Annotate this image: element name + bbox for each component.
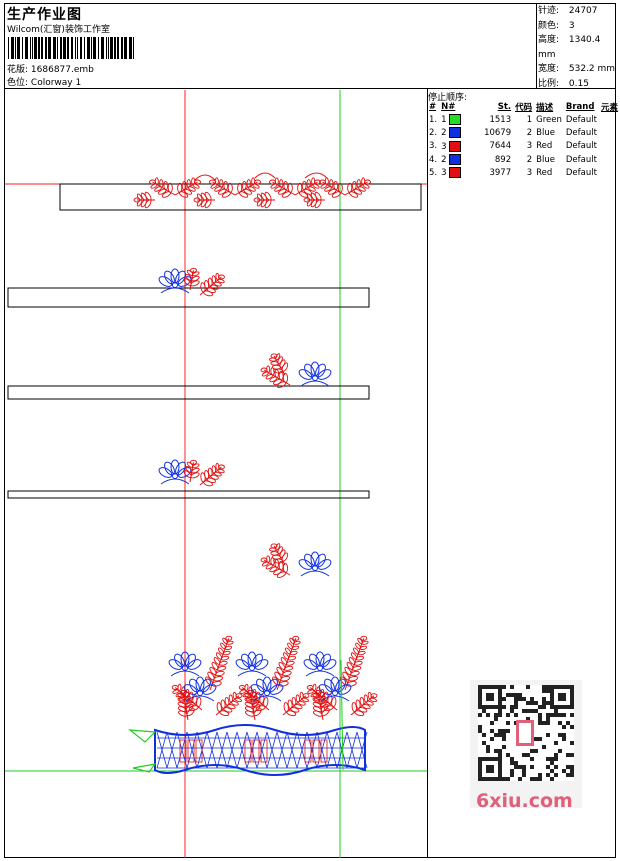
stop-row: 1. 1 1513 1 Green Default <box>429 114 597 126</box>
placement-frame-3 <box>7 385 370 400</box>
color-swatch <box>449 140 462 152</box>
stop-sequence-heading: 停止顺序: <box>428 93 468 103</box>
stat-scale: 比例: 0.15 <box>538 78 589 89</box>
stop-table-header: # N# St. 代码 描述 Brand 元素 <box>429 102 618 113</box>
watermark: 6xiu.com <box>476 790 573 812</box>
stop-row: 2. 2 10679 2 Blue Default <box>429 127 597 139</box>
color-swatch <box>449 154 462 166</box>
pattern-value: 1686877.emb <box>30 65 94 75</box>
color-swatch <box>449 127 462 139</box>
panel-divider <box>427 88 428 858</box>
pattern-label: 花版: <box>7 65 29 75</box>
stat-colors: 颜色: 3 <box>538 20 575 31</box>
placement-frame-2 <box>7 287 370 308</box>
qr-code-icon <box>470 680 582 808</box>
stats-panel: 针迹: 24707 颜色: 3 高度: 1340.4 mm 宽度: 532.2 … <box>538 4 620 92</box>
stat-stitches: 针迹: 24707 <box>538 6 598 16</box>
embroidery-design-canvas <box>5 90 427 858</box>
barcode-icon <box>8 37 134 59</box>
pattern-row: 花版: 1686877.emb <box>7 62 94 75</box>
colorway-value: Colorway 1 <box>30 78 82 88</box>
stat-width: 宽度: 532.2 mm <box>538 64 616 75</box>
page-title: 生产作业图 <box>7 7 82 23</box>
company-name: Wilcom(汇窗)装饰工作室 <box>7 25 110 35</box>
stats-divider <box>536 3 537 89</box>
stat-height: 高度: 1340.4 mm <box>538 35 601 60</box>
stop-sequence-table: # N# St. 代码 描述 Brand 元素 1. 1 1513 1 Green De… <box>427 101 620 179</box>
colorway-label: 色位: <box>7 78 29 88</box>
stop-row: 3. 3 7644 3 Red Default <box>429 140 597 152</box>
placement-frame-4 <box>7 490 370 499</box>
stop-row: 5. 3 3977 3 Red Default <box>429 167 597 179</box>
document-frame <box>4 3 616 858</box>
color-swatch <box>449 114 462 126</box>
placement-frame-1 <box>59 183 422 211</box>
colorway-row: 色位: Colorway 1 <box>7 75 81 88</box>
color-swatch <box>449 167 462 179</box>
stop-row: 4. 2 892 2 Blue Default <box>429 154 597 166</box>
header-divider <box>4 88 616 89</box>
